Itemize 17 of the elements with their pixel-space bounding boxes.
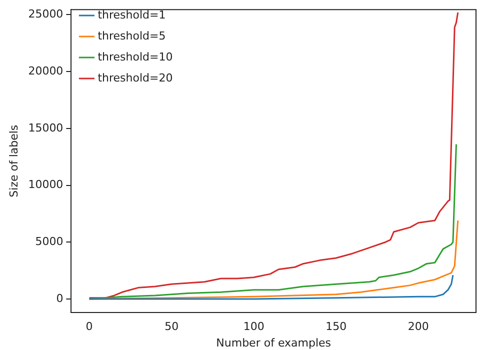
x-tick-label: 50 — [164, 320, 179, 334]
legend-label: threshold=10 — [98, 50, 173, 64]
x-tick-label: 0 — [86, 320, 93, 334]
x-tick-label: 200 — [408, 320, 429, 334]
legend-label: threshold=20 — [98, 71, 173, 84]
x-axis-title: Number of examples — [216, 336, 332, 350]
y-axis-title: Size of labels — [7, 124, 20, 198]
y-tick-label: 5000 — [35, 234, 64, 248]
x-tick-label: 150 — [326, 320, 347, 334]
legend-label: threshold=5 — [98, 29, 166, 42]
y-tick-label: 15000 — [28, 121, 64, 134]
x-tick-label: 100 — [243, 320, 264, 334]
y-tick-label: 20000 — [28, 64, 64, 78]
y-tick-label: 25000 — [28, 8, 64, 21]
y-tick-label: 0 — [56, 292, 64, 305]
legend-label: threshold=1 — [98, 8, 166, 22]
y-tick-label: 10000 — [28, 178, 64, 192]
